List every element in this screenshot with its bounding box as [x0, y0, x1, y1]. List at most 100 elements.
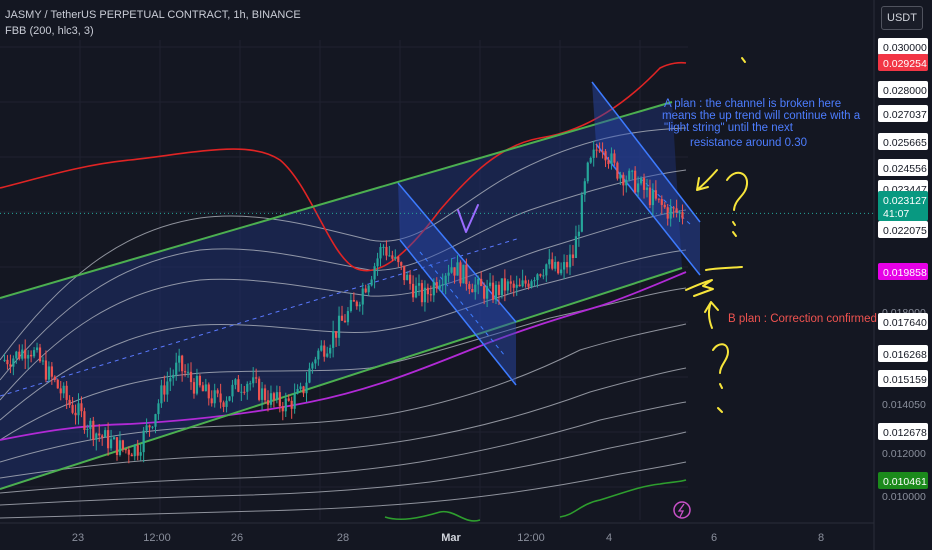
candle-body — [506, 281, 509, 291]
candle-body — [38, 347, 42, 362]
candle-body — [465, 264, 468, 285]
candle-body — [281, 406, 284, 412]
candle-body — [284, 398, 287, 412]
fib-band-curve — [0, 431, 687, 506]
candle-body — [598, 150, 601, 152]
candle-body — [355, 301, 358, 307]
fib-band-curve — [0, 249, 687, 421]
fib-band-curve — [0, 323, 687, 463]
candle-body — [441, 284, 444, 286]
candle-body — [92, 420, 95, 440]
candle-body — [583, 181, 586, 195]
indicator-label[interactable]: FBB (200, hlc3, 3) — [5, 25, 94, 37]
candle-body — [210, 398, 213, 404]
price-tag: 0.016268 — [883, 349, 927, 361]
candle-body — [302, 386, 305, 394]
candle-body — [293, 393, 296, 409]
candle-body — [109, 439, 113, 449]
candle-body — [382, 246, 385, 248]
candle-body — [148, 425, 151, 428]
candle-body — [509, 281, 512, 284]
candle-body — [252, 377, 255, 384]
question-mark-drawing-1 — [726, 171, 749, 226]
candle-body — [86, 428, 89, 430]
candle-body — [468, 284, 471, 289]
candle-body — [50, 366, 53, 377]
countdown-label: 41:07 — [883, 208, 909, 220]
candle-body — [370, 279, 373, 286]
candle-body — [68, 399, 71, 406]
candle-body — [678, 212, 681, 214]
candle-body — [95, 433, 98, 440]
candle-body — [216, 390, 219, 394]
candle-body — [557, 261, 560, 274]
candle-body — [311, 363, 314, 369]
price-tag: 0.012678 — [883, 427, 927, 439]
candle-body — [222, 402, 225, 407]
candle-body — [497, 284, 501, 296]
candle-body — [172, 374, 175, 379]
candle-body — [414, 285, 418, 298]
sub-channel-2-lower — [595, 143, 701, 276]
plan-b-note: B plan : Correction confirmed — [728, 313, 877, 325]
candle-body — [607, 160, 610, 165]
fib-band-curve — [0, 209, 687, 401]
price-tag-bg — [878, 81, 928, 98]
candle-body — [263, 388, 267, 401]
candle-body — [6, 359, 9, 365]
candle-body — [524, 280, 527, 284]
candle-body — [397, 256, 400, 263]
candle-body — [367, 285, 370, 293]
candle-body — [41, 360, 45, 362]
candle-body — [622, 174, 625, 186]
candle-body — [346, 311, 350, 323]
candle-body — [24, 349, 27, 359]
candle-body — [192, 382, 196, 394]
candle-body — [12, 358, 15, 367]
currency-button[interactable]: USDT — [881, 6, 923, 30]
candle-body — [189, 371, 193, 383]
candle-body — [595, 149, 598, 151]
candle-body — [186, 371, 190, 373]
candle-body — [580, 194, 583, 232]
candle-body — [74, 412, 77, 416]
candle-body — [228, 396, 231, 401]
candle-body — [601, 151, 604, 153]
candle-body — [477, 278, 480, 285]
candle-body — [240, 391, 243, 393]
check-drawing — [457, 204, 479, 233]
event-circle — [673, 501, 691, 519]
candle-body — [133, 445, 136, 457]
candle-body — [32, 350, 36, 357]
price-tag: 0.025665 — [883, 137, 927, 149]
candle-body — [663, 204, 666, 208]
candle-body — [340, 315, 344, 321]
candle-body — [394, 256, 397, 259]
candle-body — [163, 385, 166, 395]
time-tick: 26 — [231, 532, 243, 544]
lightning-icon — [677, 503, 685, 518]
candle-body — [358, 304, 361, 307]
candle-body — [548, 259, 551, 265]
candle-body — [272, 393, 276, 400]
candle-body — [334, 331, 338, 338]
candle-body — [266, 400, 270, 405]
candle-body — [124, 449, 127, 451]
candle-body — [121, 440, 125, 450]
candle-body — [332, 331, 335, 348]
candle-body — [15, 351, 18, 359]
candle-body — [136, 445, 139, 456]
sub-channel-2-fill — [592, 82, 700, 275]
candle-body — [610, 153, 613, 165]
candle-body — [178, 355, 181, 363]
candle-body — [127, 449, 130, 455]
candle-body — [154, 414, 157, 427]
channel-fill — [0, 102, 682, 489]
candle-body — [426, 287, 429, 295]
candle-body — [56, 379, 59, 389]
candle-body — [166, 381, 169, 395]
fib-band-curve — [0, 461, 687, 519]
candle-body — [115, 437, 119, 455]
candle-body — [391, 255, 394, 259]
